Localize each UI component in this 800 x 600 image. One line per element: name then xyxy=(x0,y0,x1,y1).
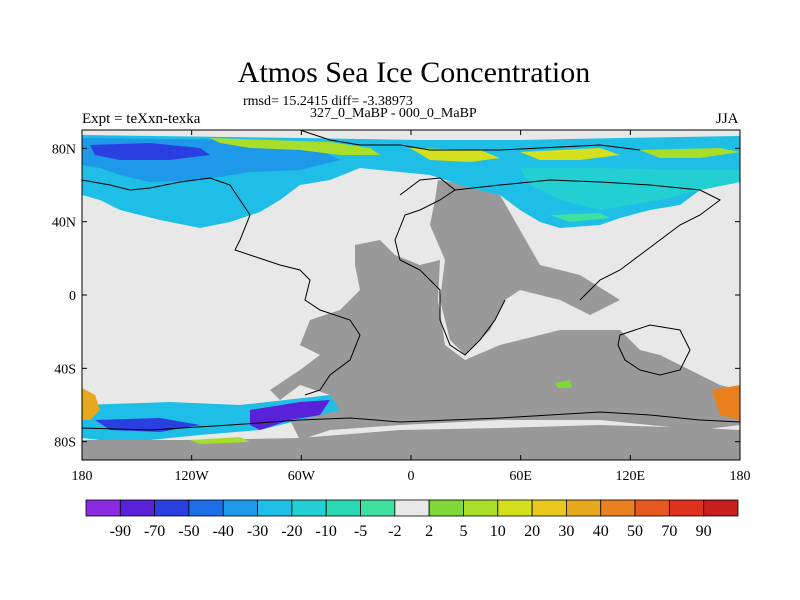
colorbar-swatch xyxy=(257,499,293,517)
y-tick-label: 40N xyxy=(52,216,76,231)
colorbar-label: 90 xyxy=(696,523,712,540)
x-tick-label: 60W xyxy=(288,469,316,484)
land-africa-asia xyxy=(430,180,620,355)
season-label: JJA xyxy=(716,111,739,127)
colorbar-label: -20 xyxy=(281,523,302,540)
colorbar-label: 2 xyxy=(425,523,433,540)
y-tick-label: 80S xyxy=(54,436,76,451)
colorbar-label: -10 xyxy=(316,523,337,540)
colorbar-label: -70 xyxy=(144,523,165,540)
colorbar-swatch xyxy=(600,499,636,517)
x-tick-label: 180 xyxy=(730,469,751,484)
x-tick-label: 180 xyxy=(72,469,93,484)
arctic-region-teal xyxy=(520,168,740,210)
colorbar-swatch xyxy=(188,499,224,517)
land-southern-band xyxy=(270,240,740,440)
arctic-region-deep-blue xyxy=(90,143,210,160)
colorbar-swatch xyxy=(325,499,361,517)
colorbar-label: -5 xyxy=(354,523,367,540)
coast-arctic xyxy=(299,129,641,151)
colorbar-label: 40 xyxy=(593,523,609,540)
colorbar-swatch xyxy=(566,499,602,517)
colorbar-swatch xyxy=(360,499,396,517)
colorbar-swatch xyxy=(222,499,258,517)
colorbar-label: 70 xyxy=(661,523,677,540)
colorbar-label: -30 xyxy=(247,523,268,540)
arctic-region-mint xyxy=(550,213,610,222)
colorbar-swatch xyxy=(634,499,670,517)
antarctic-region-orange-east xyxy=(712,385,740,420)
y-tick-label: 80N xyxy=(52,142,76,157)
antarctic-ice-field xyxy=(82,380,740,444)
axis-ticks: 180 120W 60W 0 60E 120E 180 80N 40N 0 40S 80S xyxy=(52,130,751,484)
colorbar-label: -40 xyxy=(213,523,234,540)
chart-subtitle: 327_0_MaBP - 000_0_MaBP xyxy=(310,106,477,121)
colorbar-swatch xyxy=(154,499,190,517)
colorbar-swatch xyxy=(703,499,739,517)
arctic-ice-field xyxy=(82,135,740,228)
coast-europe-africa xyxy=(394,177,506,356)
colorbar-label: 50 xyxy=(627,523,643,540)
colorbar-swatch xyxy=(531,499,567,517)
colorbar-swatch xyxy=(119,499,156,517)
colorbar-label: 10 xyxy=(490,523,506,540)
coast-asia xyxy=(454,179,721,301)
antarctic-region-small-green xyxy=(555,380,572,388)
x-tick-label: 0 xyxy=(408,469,415,484)
arctic-region-green xyxy=(210,138,380,155)
arctic-region-green-2 xyxy=(640,148,740,158)
x-tick-label: 120E xyxy=(616,469,646,484)
colorbar-label: 20 xyxy=(524,523,540,540)
y-tick-label: 0 xyxy=(69,289,76,304)
coastlines xyxy=(81,129,741,431)
grey-land-regions xyxy=(82,180,740,460)
colorbar-swatch xyxy=(497,499,533,517)
coast-australia xyxy=(617,324,691,376)
x-tick-label: 60E xyxy=(509,469,532,484)
x-tick-label: 120W xyxy=(175,469,210,484)
coast-antarctica xyxy=(81,411,741,431)
land-antarctica xyxy=(82,425,740,460)
coast-americas xyxy=(81,177,361,396)
colorbar-label: -50 xyxy=(178,523,199,540)
y-tick-label: 40S xyxy=(54,362,76,377)
antarctic-region-green xyxy=(190,437,250,444)
colorbar: -90 -70 -50 -40 -30 -20 -10 -5 -2 2 5 10 20 30 40 50 70 9… xyxy=(85,499,739,540)
colorbar-swatch xyxy=(291,499,327,517)
colorbar-label: -2 xyxy=(388,523,401,540)
colorbar-label: -90 xyxy=(110,523,131,540)
colorbar-swatch xyxy=(428,499,464,517)
chart-stats: rmsd= 15.2415 diff= -3.38973 xyxy=(243,94,413,109)
colorbar-swatch xyxy=(463,499,499,517)
arctic-region-yellow-1 xyxy=(410,148,500,162)
colorbar-label: 30 xyxy=(558,523,574,540)
colorbar-label: 5 xyxy=(459,523,467,540)
antarctic-region-orange-west xyxy=(82,388,100,420)
colorbar-swatch xyxy=(668,499,705,517)
chart-title: Atmos Sea Ice Concentration xyxy=(237,56,591,89)
experiment-label: Expt = teXxn-texka xyxy=(82,111,201,127)
colorbar-swatch xyxy=(85,499,121,517)
colorbar-swatch xyxy=(394,499,430,517)
arctic-region-yellow-2 xyxy=(520,148,620,160)
